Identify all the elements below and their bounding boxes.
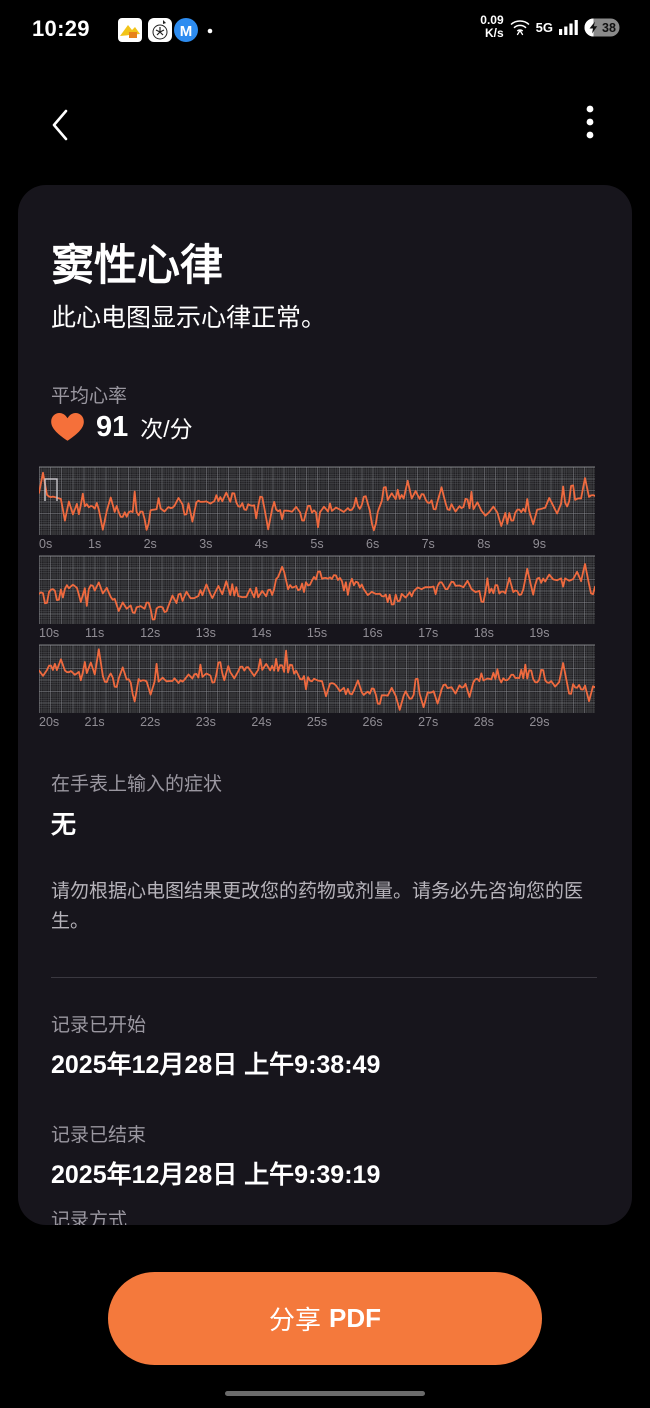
svg-text:38: 38: [602, 21, 616, 35]
svg-text:M: M: [180, 23, 193, 40]
